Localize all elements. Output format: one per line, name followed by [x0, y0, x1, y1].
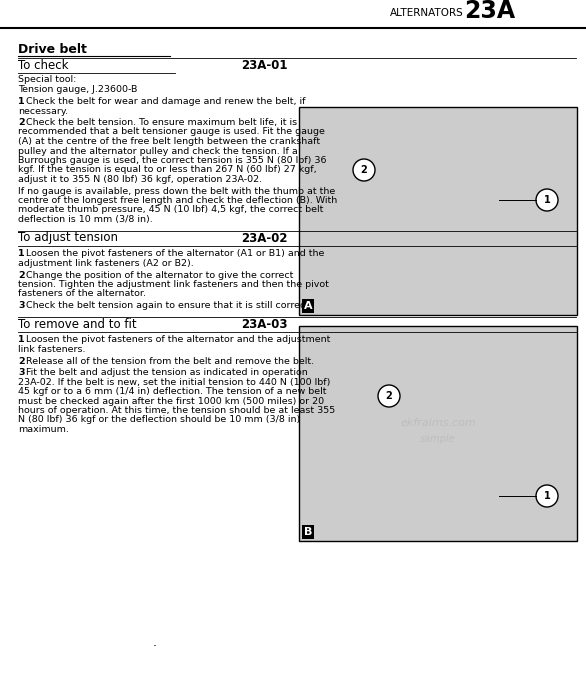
Circle shape	[353, 159, 375, 181]
Text: adjust it to 355 N (80 lbf) 36 kgf, operation 23A-02.: adjust it to 355 N (80 lbf) 36 kgf, oper…	[18, 175, 262, 184]
Text: B: B	[304, 527, 312, 537]
Circle shape	[536, 485, 558, 507]
Bar	[299, 107, 577, 315]
Text: maximum.: maximum.	[18, 425, 69, 434]
Text: Change the position of the alternator to give the correct: Change the position of the alternator to…	[26, 270, 294, 279]
Text: Release all of the tension from the belt and remove the belt.: Release all of the tension from the belt…	[26, 356, 314, 366]
Text: 1: 1	[544, 491, 550, 501]
Text: deflection is 10 mm (3/8 in).: deflection is 10 mm (3/8 in).	[18, 215, 153, 224]
Text: ·: ·	[153, 640, 157, 653]
Text: centre of the longest free length and check the deflection (B). With: centre of the longest free length and ch…	[18, 196, 338, 205]
Text: 23A-02: 23A-02	[241, 232, 288, 244]
Text: Loosen the pivot fasteners of the alternator (A1 or B1) and the: Loosen the pivot fasteners of the altern…	[26, 249, 325, 259]
Text: moderate thumb pressure, 45 N (10 lbf) 4,5 kgf, the correct belt: moderate thumb pressure, 45 N (10 lbf) 4…	[18, 206, 323, 215]
Circle shape	[536, 189, 558, 211]
Text: Burroughs gauge is used, the correct tension is 355 N (80 lbf) 36: Burroughs gauge is used, the correct ten…	[18, 156, 326, 165]
Text: 2: 2	[386, 391, 393, 401]
Text: Tension gauge, J.23600-B: Tension gauge, J.23600-B	[18, 84, 137, 93]
Text: (A) at the centre of the free belt length between the crankshaft: (A) at the centre of the free belt lengt…	[18, 137, 320, 146]
Text: 1: 1	[18, 336, 25, 345]
Text: 3: 3	[18, 368, 25, 377]
Circle shape	[378, 385, 400, 407]
Text: 23A-02. If the belt is new, set the initial tension to 440 N (100 lbf): 23A-02. If the belt is new, set the init…	[18, 377, 331, 387]
Text: 1: 1	[18, 97, 25, 106]
Text: If no gauge is available, press down the belt with the thumb at the: If no gauge is available, press down the…	[18, 187, 335, 195]
Text: 1: 1	[544, 195, 550, 205]
Text: 23A-01: 23A-01	[241, 59, 288, 72]
Text: 2: 2	[18, 270, 25, 279]
Text: recommended that a belt tensioner gauge is used. Fit the gauge: recommended that a belt tensioner gauge …	[18, 127, 325, 136]
Text: pulley and the alternator pulley and check the tension. If a: pulley and the alternator pulley and che…	[18, 146, 298, 155]
Text: 2: 2	[18, 356, 25, 366]
Text: fasteners of the alternator.: fasteners of the alternator.	[18, 289, 146, 298]
Text: Check the belt for wear and damage and renew the belt, if: Check the belt for wear and damage and r…	[26, 97, 305, 106]
Text: Drive belt: Drive belt	[18, 43, 87, 56]
Text: 23A: 23A	[464, 0, 515, 23]
Text: kgf. If the tension is equal to or less than 267 N (60 lbf) 27 kgf,: kgf. If the tension is equal to or less …	[18, 165, 316, 174]
Text: Special tool:: Special tool:	[18, 75, 76, 84]
Text: Check the belt tension again to ensure that it is still correct.: Check the belt tension again to ensure t…	[26, 301, 312, 310]
Text: 3: 3	[18, 301, 25, 310]
Text: To adjust tension: To adjust tension	[18, 232, 118, 244]
Text: 23A-03: 23A-03	[241, 317, 288, 330]
Text: adjustment link fasteners (A2 or B2).: adjustment link fasteners (A2 or B2).	[18, 259, 194, 268]
Text: tension. Tighten the adjustment link fasteners and then the pivot: tension. Tighten the adjustment link fas…	[18, 280, 329, 289]
Text: ekfraims.com: ekfraims.com	[400, 419, 476, 428]
Text: To check: To check	[18, 59, 69, 72]
Text: must be checked again after the first 1000 km (500 miles) or 20: must be checked again after the first 10…	[18, 396, 324, 405]
Text: necessary.: necessary.	[18, 106, 68, 116]
Text: 45 kgf or to a 6 mm (1/4 in) deflection. The tension of a new belt: 45 kgf or to a 6 mm (1/4 in) deflection.…	[18, 387, 326, 396]
Bar	[299, 326, 577, 541]
Text: 2: 2	[360, 165, 367, 175]
Text: ALTERNATORS: ALTERNATORS	[390, 8, 464, 18]
Text: N (80 lbf) 36 kgf or the deflection should be 10 mm (3/8 in): N (80 lbf) 36 kgf or the deflection shou…	[18, 415, 300, 424]
Text: sample: sample	[420, 434, 456, 443]
Text: Loosen the pivot fasteners of the alternator and the adjustment: Loosen the pivot fasteners of the altern…	[26, 336, 331, 345]
Text: Fit the belt and adjust the tension as indicated in operation: Fit the belt and adjust the tension as i…	[26, 368, 308, 377]
Text: A: A	[304, 301, 312, 311]
Text: To remove and to fit: To remove and to fit	[18, 317, 137, 330]
Text: hours of operation. At this time, the tension should be at least 355: hours of operation. At this time, the te…	[18, 406, 335, 415]
Text: Check the belt tension. To ensure maximum belt life, it is: Check the belt tension. To ensure maximu…	[26, 118, 297, 127]
Text: 2: 2	[18, 118, 25, 127]
Text: link fasteners.: link fasteners.	[18, 345, 86, 354]
Text: 1: 1	[18, 249, 25, 259]
